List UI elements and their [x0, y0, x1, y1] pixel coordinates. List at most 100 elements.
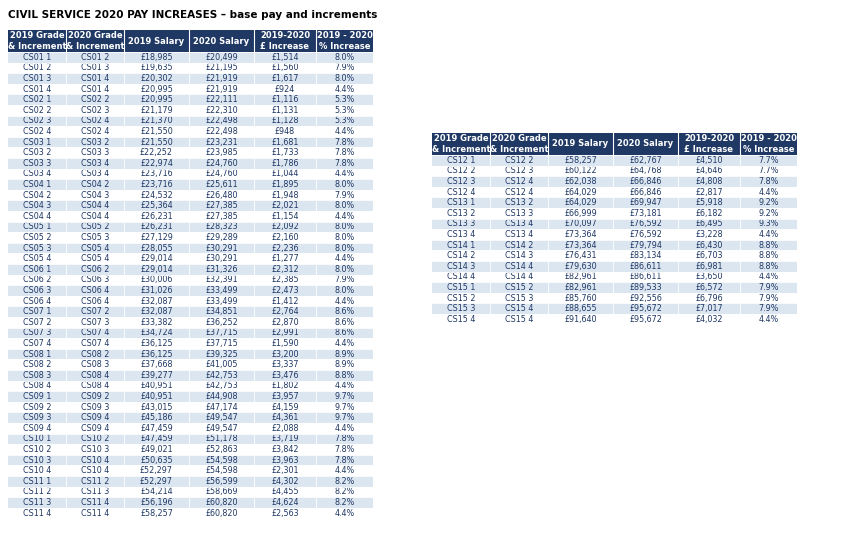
Text: 8.8%: 8.8%	[758, 241, 779, 250]
Text: CS02 4: CS02 4	[81, 127, 109, 136]
Bar	[740, 304, 797, 314]
Bar	[254, 423, 316, 434]
Bar	[613, 229, 678, 240]
Bar	[316, 52, 373, 63]
Bar	[66, 285, 124, 296]
Text: 7.7%: 7.7%	[758, 166, 779, 175]
Bar	[432, 229, 490, 240]
Text: CS11 4: CS11 4	[81, 498, 109, 507]
Bar	[66, 147, 124, 158]
Bar	[490, 229, 548, 240]
Bar	[254, 349, 316, 359]
Text: £22,498: £22,498	[205, 127, 238, 136]
Text: £29,289: £29,289	[205, 233, 238, 242]
Bar	[124, 200, 189, 211]
Bar	[66, 423, 124, 434]
Text: 7.8%: 7.8%	[334, 137, 354, 147]
Text: 8.6%: 8.6%	[334, 329, 354, 337]
Bar	[740, 187, 797, 197]
Text: £32,087: £32,087	[140, 296, 173, 306]
Text: £54,214: £54,214	[140, 488, 173, 497]
Text: CS12 3: CS12 3	[447, 177, 475, 186]
Text: £1,514: £1,514	[271, 53, 298, 62]
Bar	[8, 275, 66, 285]
Text: 7.8%: 7.8%	[758, 177, 779, 186]
Bar	[432, 314, 490, 325]
Text: CS12 4: CS12 4	[505, 177, 533, 186]
Text: 7.8%: 7.8%	[334, 148, 354, 157]
Text: £2,563: £2,563	[271, 509, 299, 518]
Text: £37,715: £37,715	[205, 329, 238, 337]
Text: 8.9%: 8.9%	[334, 360, 354, 369]
Text: £73,364: £73,364	[564, 241, 597, 250]
Text: CS13 4: CS13 4	[505, 230, 533, 239]
Bar	[124, 444, 189, 455]
Bar	[316, 222, 373, 232]
Text: 7.9%: 7.9%	[334, 63, 354, 72]
Text: 4.4%: 4.4%	[334, 381, 354, 390]
Bar	[66, 158, 124, 168]
Text: £34,724: £34,724	[140, 329, 173, 337]
Bar	[740, 261, 797, 271]
Bar	[316, 116, 373, 126]
Text: 2019 - 2020
% Increase: 2019 - 2020 % Increase	[316, 31, 372, 51]
Bar	[490, 271, 548, 282]
Text: £18,985: £18,985	[140, 53, 173, 62]
Bar	[8, 381, 66, 391]
Text: £30,006: £30,006	[140, 275, 173, 285]
Text: CS13 2: CS13 2	[505, 198, 533, 207]
Text: £2,160: £2,160	[271, 233, 298, 242]
Bar	[316, 211, 373, 222]
Bar	[189, 285, 254, 296]
Text: 2020 Salary: 2020 Salary	[194, 37, 250, 46]
Bar	[124, 455, 189, 465]
Bar	[66, 254, 124, 264]
Text: £28,323: £28,323	[205, 222, 238, 231]
Text: 7.8%: 7.8%	[334, 455, 354, 465]
Text: CS03 3: CS03 3	[23, 159, 51, 168]
Bar	[316, 95, 373, 105]
Bar	[124, 296, 189, 306]
Bar	[124, 381, 189, 391]
Text: CS03 4: CS03 4	[23, 170, 51, 178]
Text: CS14 2: CS14 2	[505, 241, 533, 250]
Bar	[254, 137, 316, 147]
Text: CS11 4: CS11 4	[81, 509, 109, 518]
Text: CS03 1: CS03 1	[23, 137, 51, 147]
Text: CS09 4: CS09 4	[81, 413, 109, 422]
Bar	[490, 176, 548, 187]
Bar	[8, 338, 66, 349]
Bar	[8, 327, 66, 338]
Bar	[66, 391, 124, 402]
Text: £23,716: £23,716	[140, 180, 173, 189]
Text: £26,231: £26,231	[140, 222, 173, 231]
Bar	[316, 84, 373, 95]
Text: CS15 4: CS15 4	[447, 315, 475, 324]
Bar	[124, 434, 189, 444]
Bar	[254, 116, 316, 126]
Bar	[678, 250, 740, 261]
Bar	[316, 338, 373, 349]
Text: £23,985: £23,985	[205, 148, 238, 157]
Bar	[316, 306, 373, 317]
Text: CS08 4: CS08 4	[81, 371, 109, 380]
Text: £4,646: £4,646	[695, 166, 722, 175]
Text: £1,681: £1,681	[271, 137, 298, 147]
Bar	[678, 166, 740, 176]
Text: £40,951: £40,951	[140, 392, 173, 401]
Bar	[8, 370, 66, 381]
Bar	[254, 497, 316, 508]
Bar	[432, 166, 490, 176]
Bar	[124, 243, 189, 254]
Bar	[613, 314, 678, 325]
Text: £2,870: £2,870	[271, 318, 299, 327]
Bar	[66, 105, 124, 116]
Text: £6,796: £6,796	[695, 294, 722, 302]
Text: CS08 3: CS08 3	[81, 360, 109, 369]
Bar	[316, 63, 373, 73]
Bar	[254, 275, 316, 285]
Text: £52,297: £52,297	[140, 466, 173, 475]
Text: CS01 3: CS01 3	[23, 74, 51, 83]
Bar	[613, 271, 678, 282]
Bar	[124, 264, 189, 275]
